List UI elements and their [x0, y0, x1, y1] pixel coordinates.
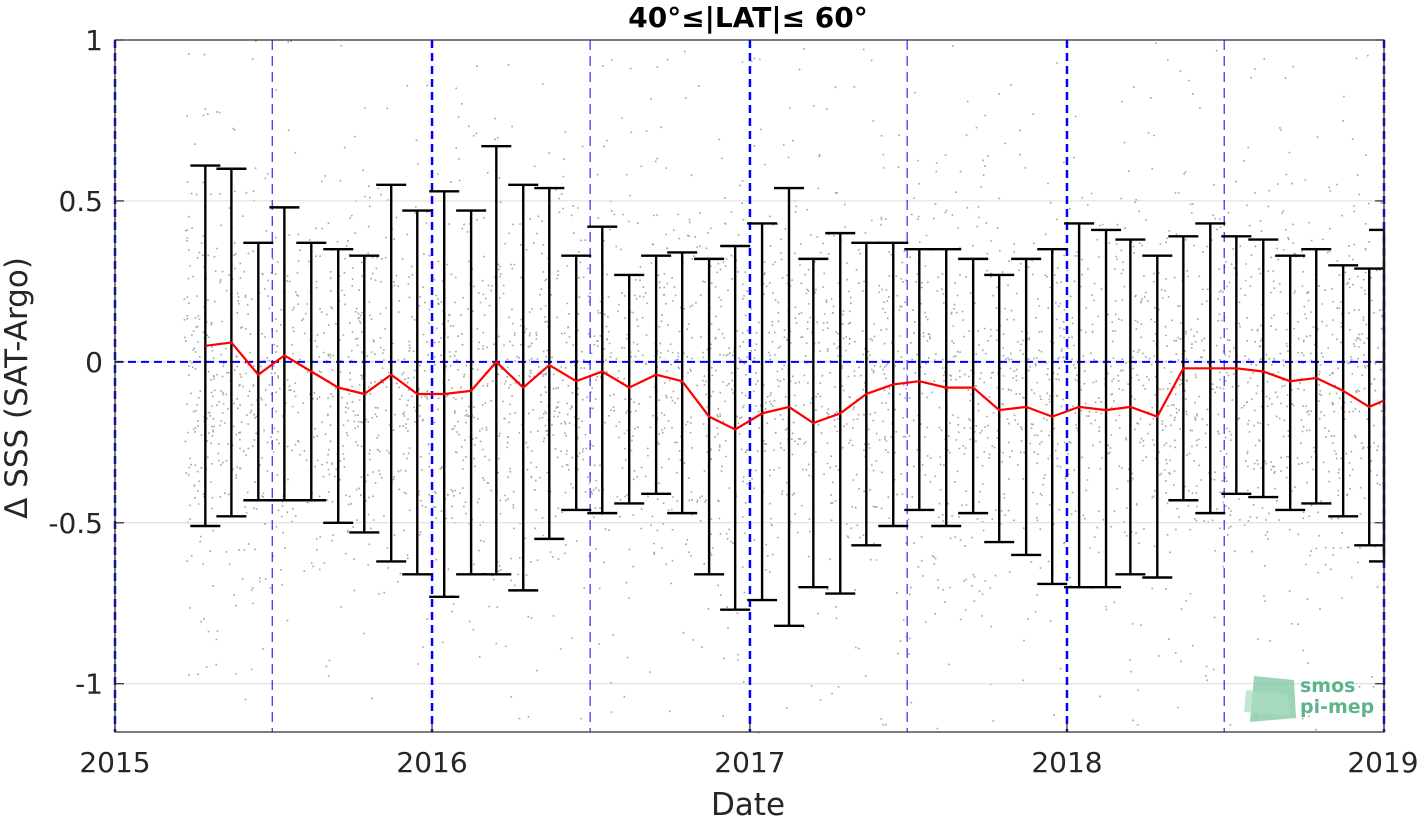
x-tick-label: 2015 — [79, 746, 150, 779]
errorbar — [747, 222, 778, 602]
errorbar — [1248, 238, 1279, 499]
errorbar — [1301, 248, 1332, 505]
errorbar — [587, 225, 618, 515]
y-tick-label: -1 — [75, 668, 103, 701]
errorbar — [720, 244, 751, 611]
errorbar — [984, 273, 1015, 544]
y-tick-label: 0 — [85, 346, 103, 379]
x-axis-label: Date — [711, 787, 785, 819]
errorbar — [243, 241, 274, 502]
errorbar — [1091, 228, 1122, 589]
errorbar — [904, 248, 935, 512]
y-axis-label: Δ SSS (SAT-Argo) — [0, 257, 35, 519]
errorbar — [958, 257, 989, 515]
smos-pi-mep-logo: smos pi-mep — [1244, 675, 1374, 722]
errorbar — [561, 254, 592, 512]
chart-title: 40°≤|LAT|≤ 60° — [628, 1, 868, 34]
mean-line — [205, 341, 1385, 431]
y-tick-label: 0.5 — [58, 185, 103, 218]
errorbar — [1221, 235, 1252, 496]
errorbar — [269, 206, 300, 502]
logo-text-pi-mep: pi-mep — [1300, 696, 1374, 718]
y-tick-label: -0.5 — [48, 507, 103, 540]
logo-text-smos: smos — [1300, 675, 1355, 697]
errorbar — [323, 248, 354, 524]
errorbar — [402, 209, 433, 576]
errorbar — [481, 145, 512, 576]
x-tick-label: 2018 — [1031, 746, 1102, 779]
x-tick-label: 2017 — [714, 746, 785, 779]
x-tick-label: 2016 — [396, 746, 467, 779]
errorbar — [534, 186, 565, 541]
errorbars — [190, 145, 1386, 627]
errorbar — [1369, 228, 1386, 563]
axis-ticks: -1 -0.5 0 0.5 1 2015 2016 2017 2018 2019 — [48, 24, 1418, 779]
errorbar — [1275, 254, 1306, 512]
x-tick-label: 2019 — [1347, 746, 1418, 779]
reference-lines — [113, 40, 1386, 732]
errorbar — [614, 273, 645, 505]
errorbar — [376, 183, 407, 563]
errorbar — [1064, 222, 1095, 589]
errorbar — [456, 209, 487, 576]
y-tick-label: 1 — [85, 24, 103, 57]
